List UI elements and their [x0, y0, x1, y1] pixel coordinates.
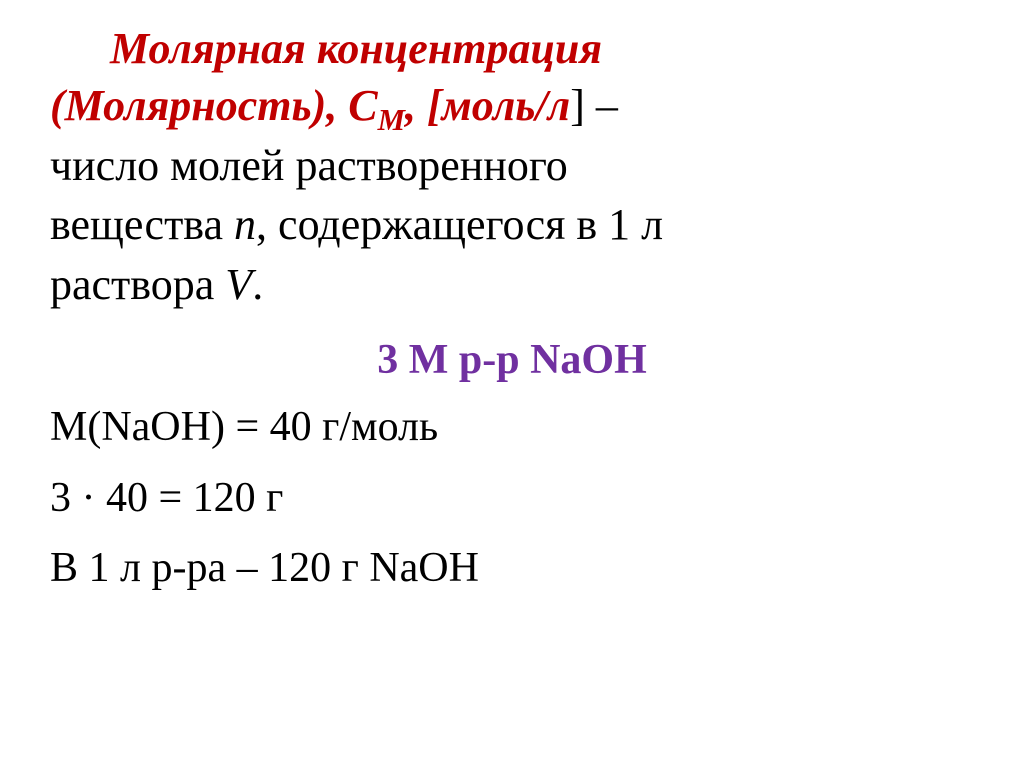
example-header: 3 М р-р NaOH: [50, 336, 974, 384]
calc-line-2: 3 · 40 = 120 г: [50, 473, 974, 523]
title-subscript: М: [378, 103, 405, 137]
title-unit: моль/л: [442, 81, 571, 130]
title-comma: , [: [405, 81, 442, 130]
def-line2-p2: , содержащегося в 1 л: [256, 200, 663, 249]
definition-block: число молей растворенного вещества n, со…: [50, 136, 974, 314]
def-var-n: n: [234, 200, 256, 249]
def-var-v: V: [225, 260, 252, 309]
def-line2-p1: вещества: [50, 200, 234, 249]
def-line3-p1: раствора: [50, 260, 225, 309]
title-part2: (Молярность), С: [50, 81, 378, 130]
title-part1: Молярная концентрация: [110, 24, 602, 73]
def-line3: раствора V.: [50, 255, 974, 314]
title-line-2: (Молярность), СМ, [моль/л] –: [50, 77, 974, 140]
calc-line-3: В 1 л р-ра – 120 г NaOH: [50, 543, 974, 593]
def-period: .: [252, 260, 263, 309]
def-line2: вещества n, содержащегося в 1 л: [50, 195, 974, 254]
title-close: ] –: [570, 81, 618, 130]
calc-line-1: M(NaOH) = 40 г/моль: [50, 402, 974, 452]
def-line1: число молей растворенного: [50, 136, 974, 195]
slide-container: Молярная концентрация (Молярность), СМ, …: [50, 20, 974, 747]
title-line-1: Молярная концентрация: [50, 20, 974, 77]
